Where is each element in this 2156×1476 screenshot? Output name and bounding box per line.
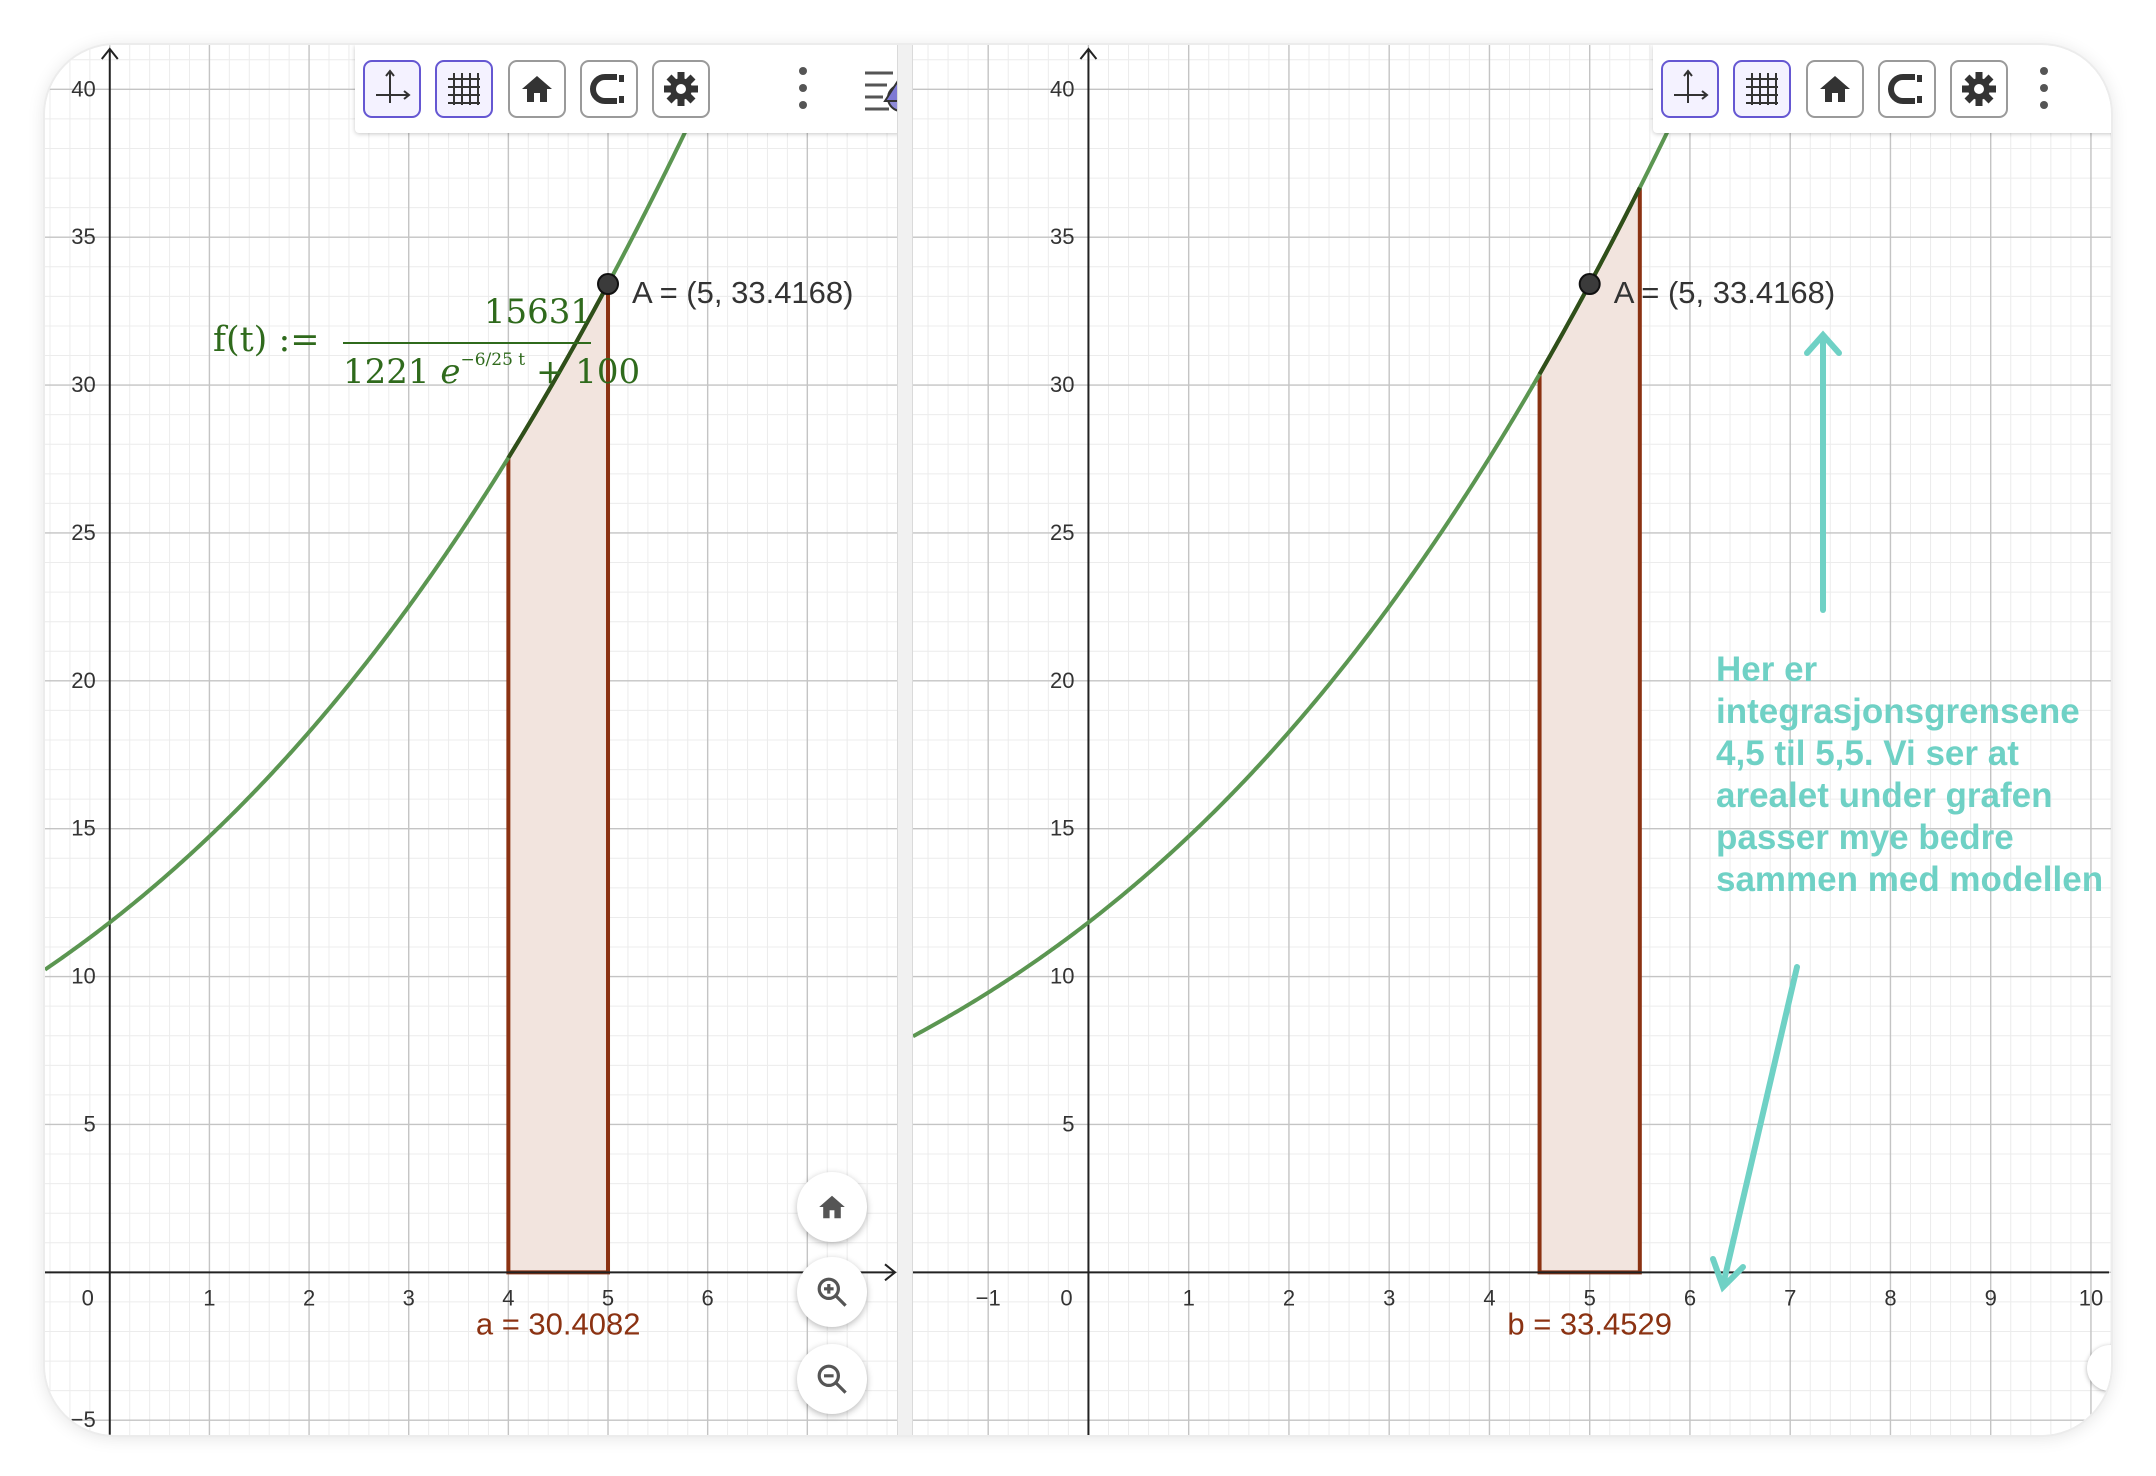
more-vertical-icon[interactable]	[2033, 65, 2055, 111]
y-tick-label: 35	[71, 224, 95, 249]
curve-over-interval	[506, 283, 610, 459]
formula-lhs: f(t) :=	[213, 320, 320, 360]
y-tick-label: 35	[1050, 224, 1074, 249]
formula-numerator: 15631	[483, 292, 593, 332]
x-tick-label: 4	[502, 1285, 514, 1310]
axes-toggle-button[interactable]	[1661, 60, 1719, 118]
grid-toggle-button[interactable]	[435, 60, 493, 118]
standard-view-button[interactable]	[508, 60, 566, 118]
axes-icon	[376, 69, 411, 103]
integral-value-label: b = 33.4529	[1507, 1306, 1672, 1341]
grid-toggle-button[interactable]	[1733, 60, 1791, 118]
geogebra-window: 0 1 2 3 4 5 6 40 35 30 25 20 15 10 5 −5 A = (5, 33.4168)…	[45, 45, 2111, 1435]
denominator-add: + 100	[535, 352, 641, 392]
style-bar-icon[interactable]	[863, 65, 897, 115]
zoom-out-button[interactable]	[797, 1344, 867, 1414]
home-icon	[1820, 76, 1850, 102]
left-graphics-view[interactable]: 0 1 2 3 4 5 6 40 35 30 25 20 15 10 5 −5 A = (5, 33.4168)…	[45, 45, 897, 1435]
zoom-in-button[interactable]	[797, 1257, 867, 1327]
point-label: A = (5, 33.4168)	[1614, 275, 1835, 310]
annotation-arrowhead-down	[1710, 1256, 1746, 1293]
settings-button[interactable]	[652, 60, 710, 118]
y-axis-arrow	[1079, 47, 1098, 60]
zoom-in-icon	[817, 1277, 847, 1307]
point-capturing-button[interactable]	[580, 60, 638, 118]
y-tick-label: 10	[1050, 964, 1074, 989]
home-icon	[522, 76, 552, 102]
x-tick-label: 8	[1884, 1285, 1896, 1310]
function-definition[interactable]: f(t) := 15631 1221 e−6/25 t + 100	[213, 290, 640, 400]
formula-denominator: 1221 e−6/25 t + 100	[343, 350, 640, 392]
annotation-arrowhead-up	[1804, 330, 1842, 356]
x-tick-label: 0	[1060, 1285, 1072, 1310]
magnet-icon	[1888, 74, 1922, 104]
axes-icon	[1674, 69, 1709, 103]
y-tick-label: 20	[1050, 668, 1074, 693]
x-tick-label: 2	[303, 1285, 315, 1310]
denominator-coefficient: 1221	[343, 352, 430, 392]
x-tick-label: 6	[702, 1285, 714, 1310]
x-tick-label: 0	[82, 1285, 94, 1310]
axes-toggle-button[interactable]	[363, 60, 421, 118]
x-tick-label: 7	[1784, 1285, 1796, 1310]
y-tick-label: 15	[71, 816, 95, 841]
y-axis-arrow	[100, 47, 119, 60]
x-tick-label: 5	[1584, 1285, 1596, 1310]
y-tick-label: 40	[1050, 76, 1074, 101]
x-tick-label: −1	[976, 1285, 1001, 1310]
view-divider[interactable]	[897, 45, 913, 1435]
settings-button[interactable]	[1950, 60, 2008, 118]
point-capturing-button[interactable]	[1878, 60, 1936, 118]
magnet-icon	[590, 74, 624, 104]
exp-power: −6/25 t	[460, 350, 526, 370]
grid-icon	[448, 73, 480, 105]
x-tick-label: 9	[1985, 1285, 1997, 1310]
y-tick-label: 30	[1050, 372, 1074, 397]
right-graphics-view[interactable]: −1 0 1 2 3 4 5 6 7 8 9 10 40 35 30 25 20 15 10 5 A = (5, 33.…	[913, 45, 2111, 1435]
right-plot-canvas[interactable]: −1 0 1 2 3 4 5 6 7 8 9 10 40 35 30 25 20 15 10 5 A = (5, 33.…	[913, 45, 2111, 1435]
left-graphics-toolbar	[355, 45, 897, 133]
x-tick-label: 4	[1483, 1285, 1495, 1310]
more-vertical-icon[interactable]	[792, 65, 814, 111]
point-a	[597, 273, 620, 296]
y-tick-label: 30	[71, 372, 95, 397]
y-tick-label: 25	[71, 520, 95, 545]
x-tick-label: 1	[203, 1285, 215, 1310]
y-tick-label: 40	[71, 76, 95, 101]
home-icon	[819, 1195, 845, 1219]
point-label: A = (5, 33.4168)	[632, 275, 853, 310]
y-tick-label: 15	[1050, 816, 1074, 841]
y-tick-label: 5	[84, 1111, 96, 1136]
gear-icon	[1962, 72, 1996, 106]
x-tick-label: 1	[1183, 1285, 1195, 1310]
x-tick-label: 3	[1383, 1285, 1395, 1310]
annotation-arrow-down	[1720, 964, 1800, 1288]
x-tick-label: 6	[1684, 1285, 1696, 1310]
zoom-out-icon	[817, 1364, 847, 1394]
x-tick-label: 3	[403, 1285, 415, 1310]
x-axis-arrow	[884, 1263, 897, 1282]
annotation-text: Her er integrasjonsgrensene 4,5 til 5,5.…	[1716, 650, 2104, 899]
x-tick-label: 10	[2079, 1285, 2103, 1310]
y-tick-label: 10	[71, 964, 95, 989]
integral-value-label: a = 30.4082	[476, 1306, 641, 1341]
x-tick-label: 5	[602, 1285, 614, 1310]
grid-icon	[1746, 73, 1778, 105]
right-graphics-toolbar	[1653, 45, 2111, 133]
minor-grid	[45, 45, 897, 1435]
function-curve	[45, 45, 729, 972]
standard-view-button[interactable]	[1806, 60, 1864, 118]
fraction-bar	[343, 342, 591, 344]
exp-base: e	[440, 352, 461, 392]
y-tick-label: 20	[71, 668, 95, 693]
home-fab-button[interactable]	[797, 1172, 867, 1242]
gear-icon	[664, 72, 698, 106]
point-a	[1578, 273, 1601, 296]
y-tick-label: 25	[1050, 520, 1074, 545]
x-tick-label: 2	[1283, 1285, 1295, 1310]
y-tick-label: −5	[71, 1407, 96, 1432]
y-tick-label: 5	[1062, 1111, 1074, 1136]
left-plot-canvas[interactable]: 0 1 2 3 4 5 6 40 35 30 25 20 15 10 5 −5 A = (5, 33.4168)…	[45, 45, 897, 1435]
